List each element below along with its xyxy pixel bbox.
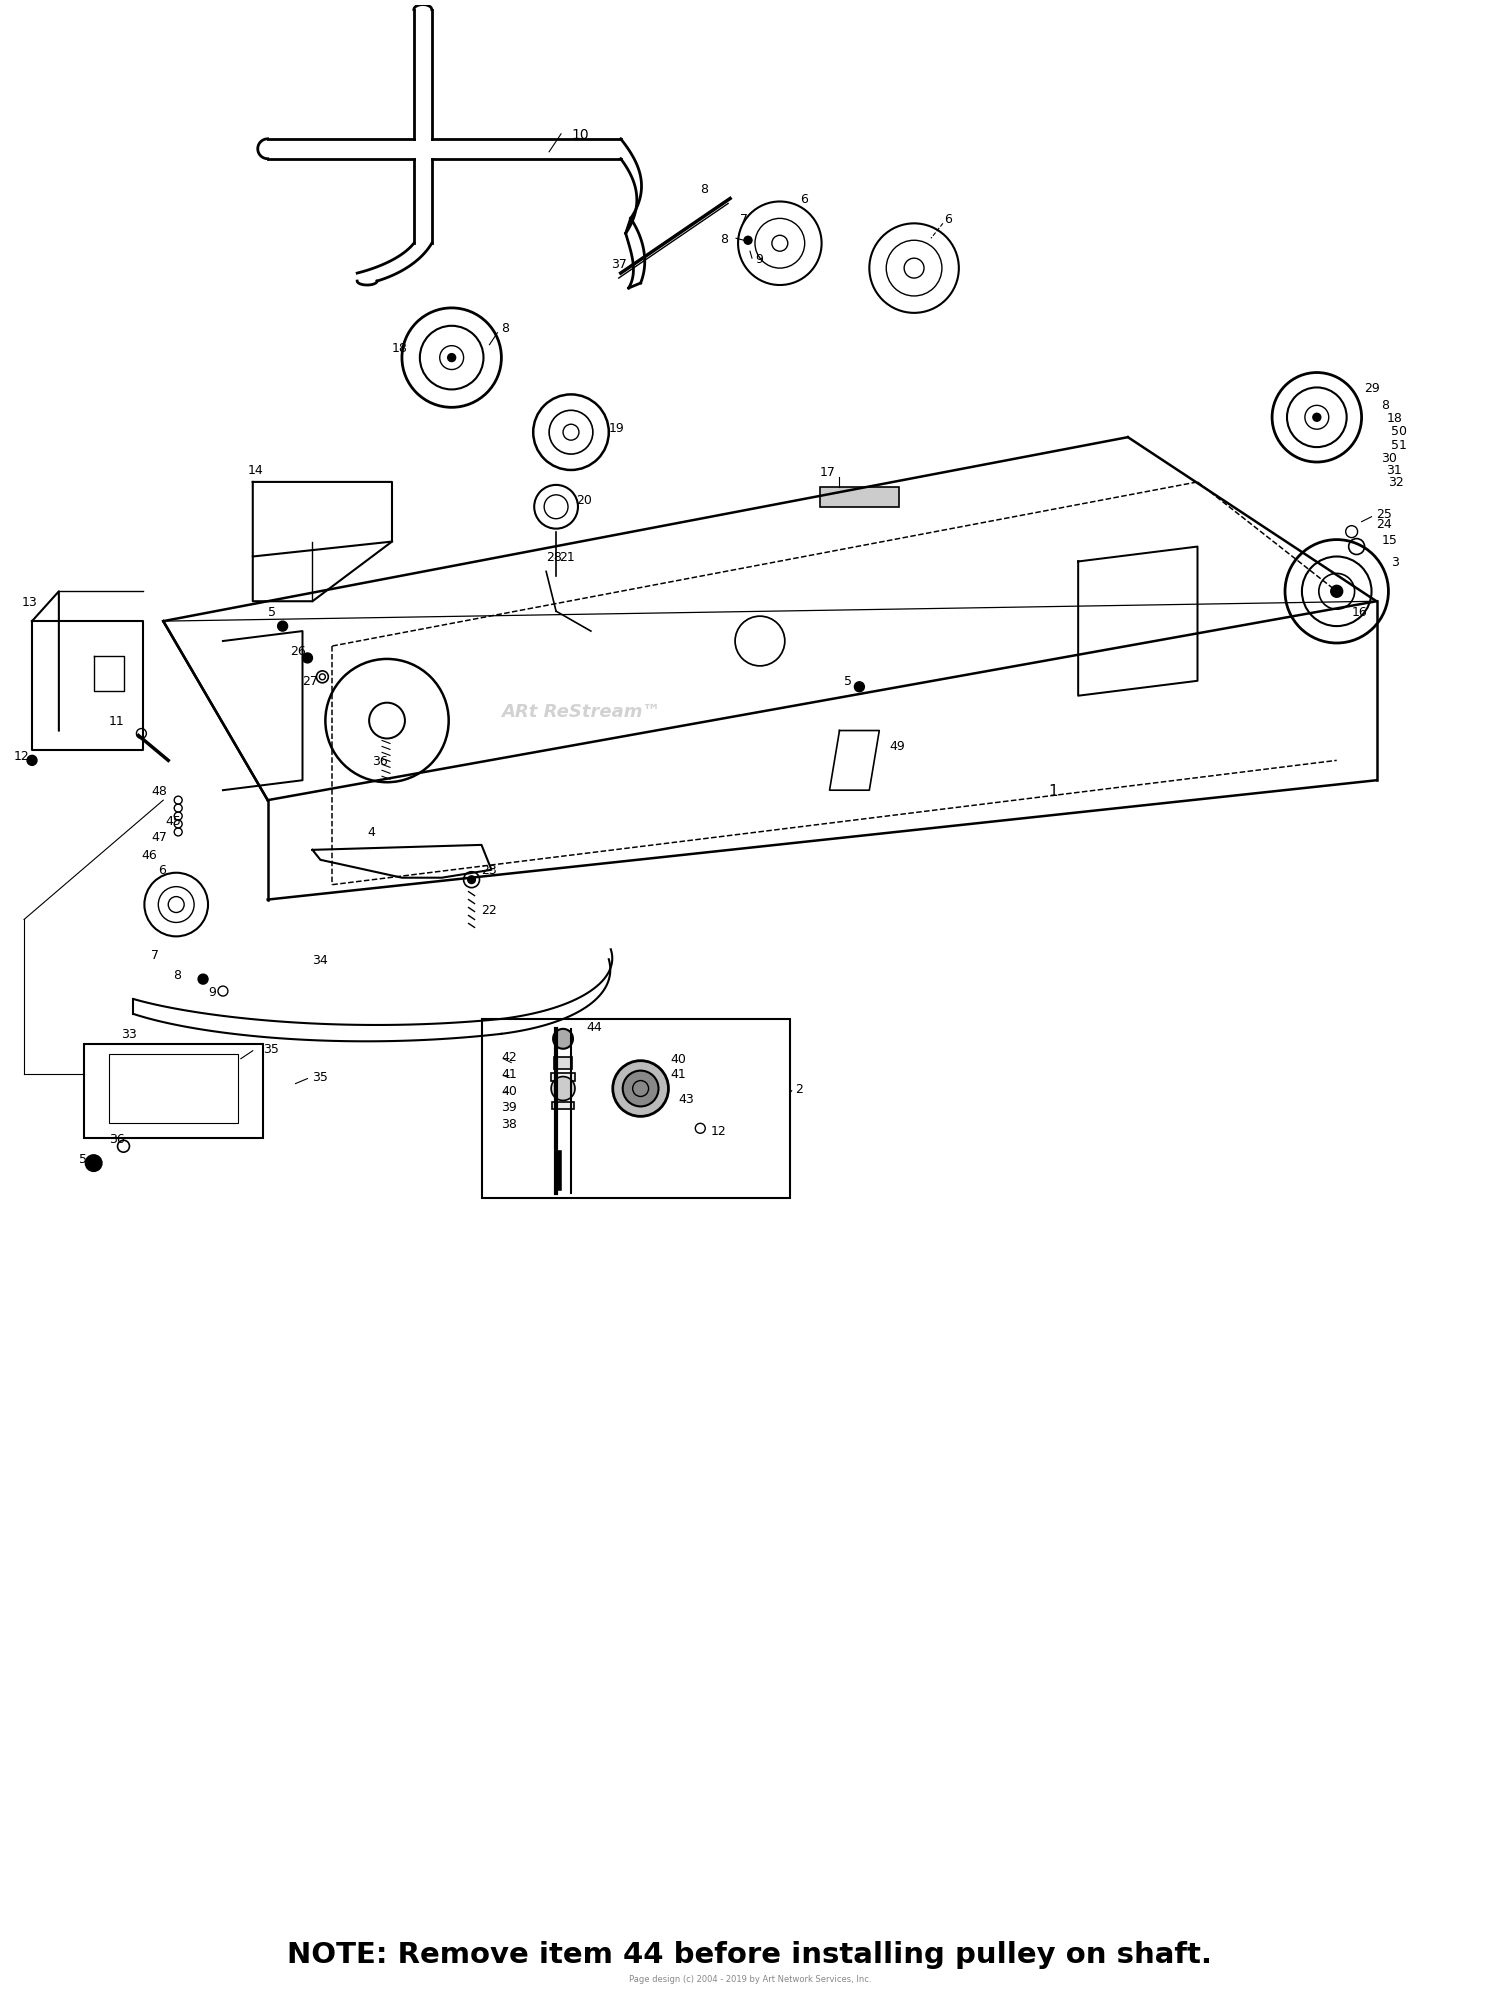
Text: 4: 4 <box>368 827 375 839</box>
Circle shape <box>554 1030 573 1050</box>
Text: 37: 37 <box>610 257 627 271</box>
Text: 25: 25 <box>1377 508 1392 522</box>
Text: 16: 16 <box>1352 606 1368 618</box>
Text: 2: 2 <box>795 1082 802 1096</box>
Circle shape <box>744 237 752 245</box>
Text: 6: 6 <box>159 863 166 877</box>
Text: 40: 40 <box>670 1052 687 1066</box>
Bar <box>554 1058 572 1070</box>
Text: 27: 27 <box>303 674 318 688</box>
Text: 39: 39 <box>501 1100 518 1114</box>
Circle shape <box>303 654 312 664</box>
Text: 1: 1 <box>1048 783 1058 799</box>
Text: 6: 6 <box>944 213 952 225</box>
Circle shape <box>27 757 38 767</box>
Text: 50: 50 <box>1392 425 1407 438</box>
Text: 42: 42 <box>501 1052 518 1064</box>
Text: 10: 10 <box>572 128 588 142</box>
Circle shape <box>855 682 864 692</box>
Circle shape <box>198 975 208 985</box>
Text: Page design (c) 2004 - 2019 by Art Network Services, Inc.: Page design (c) 2004 - 2019 by Art Netwo… <box>628 1975 872 1983</box>
Text: 7: 7 <box>152 947 159 961</box>
Text: 6: 6 <box>800 193 807 207</box>
Text: 8: 8 <box>172 967 182 981</box>
Circle shape <box>614 1062 669 1116</box>
Text: 33: 33 <box>122 1028 138 1042</box>
Text: 31: 31 <box>1386 464 1402 478</box>
Circle shape <box>1330 586 1342 598</box>
Circle shape <box>550 1078 574 1102</box>
Text: 51: 51 <box>1392 438 1407 452</box>
Bar <box>819 488 898 508</box>
Text: 15: 15 <box>1382 534 1398 546</box>
Circle shape <box>622 1072 658 1108</box>
Text: 22: 22 <box>482 903 496 917</box>
Text: 7: 7 <box>740 213 748 225</box>
Bar <box>108 1054 238 1124</box>
Text: 41: 41 <box>501 1068 518 1080</box>
Bar <box>550 1074 574 1082</box>
Text: 34: 34 <box>312 953 328 965</box>
Text: 3: 3 <box>1392 556 1400 568</box>
Text: 5: 5 <box>267 606 276 618</box>
Text: 8: 8 <box>501 321 510 335</box>
Text: 35: 35 <box>262 1044 279 1056</box>
Bar <box>552 1104 574 1110</box>
Text: 36: 36 <box>108 1132 124 1146</box>
Circle shape <box>447 355 456 363</box>
Text: 13: 13 <box>22 596 38 608</box>
Text: 5: 5 <box>844 674 852 688</box>
Text: 45: 45 <box>165 815 182 827</box>
Circle shape <box>1312 413 1322 421</box>
Text: 11: 11 <box>108 714 124 729</box>
Text: 35: 35 <box>312 1070 328 1084</box>
Text: 12: 12 <box>710 1124 726 1138</box>
Bar <box>482 1020 790 1198</box>
Text: NOTE: Remove item 44 before installing pulley on shaft.: NOTE: Remove item 44 before installing p… <box>288 1939 1212 1967</box>
Text: 36: 36 <box>372 755 388 767</box>
Text: 28: 28 <box>546 550 562 564</box>
Text: 17: 17 <box>819 466 836 480</box>
Text: 24: 24 <box>1377 518 1392 532</box>
Circle shape <box>278 622 288 632</box>
Bar <box>84 1044 262 1138</box>
Text: 18: 18 <box>1386 411 1402 425</box>
Text: 9: 9 <box>754 253 764 265</box>
Text: 32: 32 <box>1389 476 1404 490</box>
Text: 30: 30 <box>1382 452 1398 464</box>
Text: 40: 40 <box>501 1084 518 1098</box>
Text: 18: 18 <box>392 341 408 355</box>
Text: 44: 44 <box>586 1022 602 1034</box>
Text: 29: 29 <box>1365 381 1380 395</box>
Circle shape <box>468 877 476 885</box>
Circle shape <box>86 1156 102 1172</box>
Text: 19: 19 <box>609 421 624 434</box>
Text: 9: 9 <box>209 985 216 997</box>
Text: ARt ReStream™: ARt ReStream™ <box>501 702 660 721</box>
Text: 21: 21 <box>560 550 574 564</box>
Text: 47: 47 <box>152 831 166 845</box>
Text: 8: 8 <box>720 233 728 245</box>
Text: 8: 8 <box>1382 399 1389 411</box>
Text: 5: 5 <box>78 1152 87 1164</box>
Text: 49: 49 <box>890 739 904 753</box>
Text: 46: 46 <box>141 849 158 861</box>
Text: 14: 14 <box>248 464 264 478</box>
Text: 38: 38 <box>501 1118 518 1130</box>
Text: 41: 41 <box>670 1068 686 1080</box>
Text: 12: 12 <box>13 749 30 763</box>
Text: 20: 20 <box>576 494 592 508</box>
Text: 23: 23 <box>482 863 496 877</box>
Text: 48: 48 <box>152 785 166 797</box>
Text: 26: 26 <box>291 644 306 658</box>
Text: 8: 8 <box>700 183 708 197</box>
Text: 43: 43 <box>678 1092 694 1106</box>
